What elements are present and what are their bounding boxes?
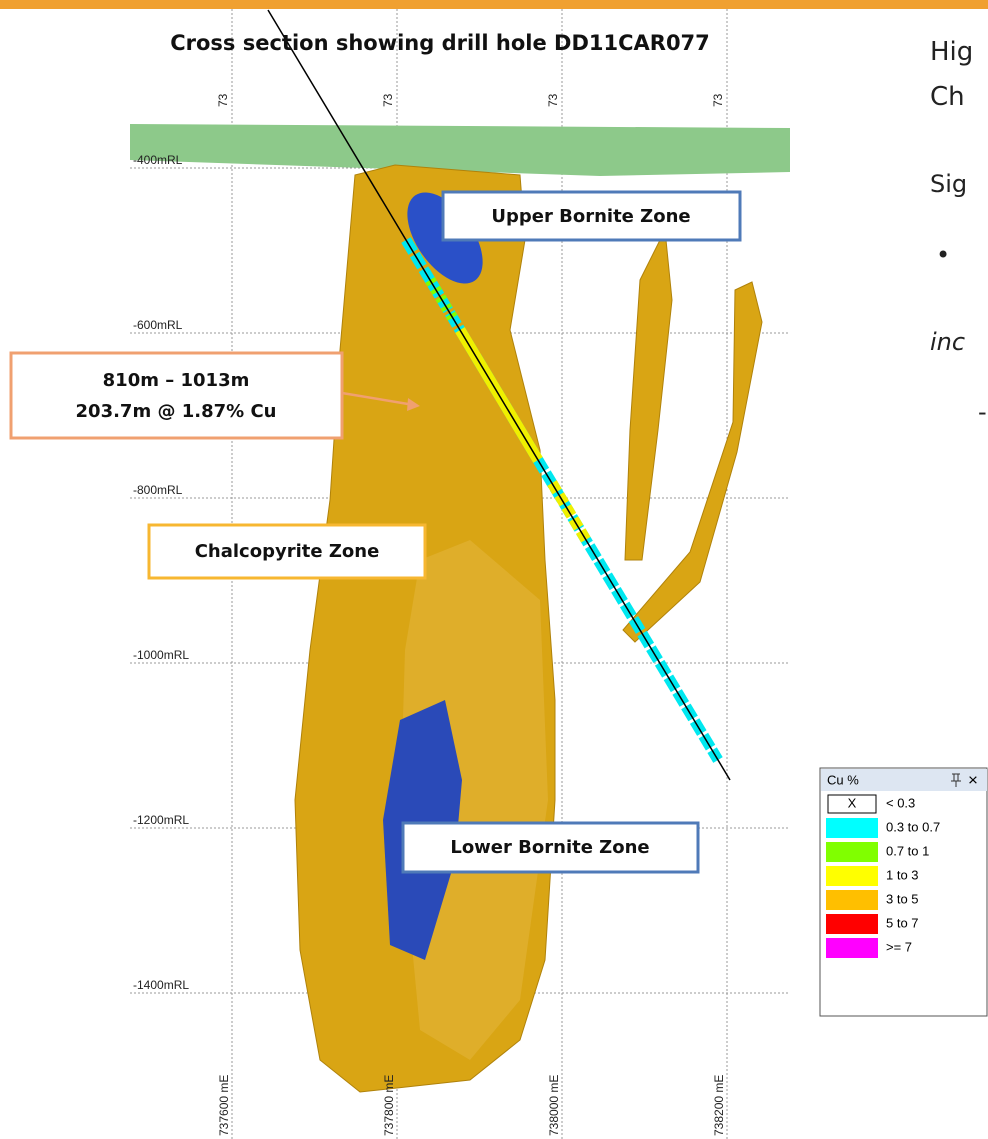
top-bar: [0, 0, 988, 9]
callout-label: 810m – 1013m: [103, 370, 250, 391]
callout-label: Upper Bornite Zone: [491, 206, 690, 227]
slide-text: Sig: [930, 170, 967, 198]
legend-swatch: [826, 914, 878, 934]
callout-box: [9, 351, 344, 440]
legend-panel: Cu % × X < 0.3 0.3 to 0.7 0.7 to 1 1 to 3 3 t…: [819, 767, 988, 1017]
legend-swatch: [826, 866, 878, 886]
rl-label: -1200mRL: [133, 813, 189, 827]
legend-label: 5 to 7: [886, 915, 919, 930]
slide-text: Hig: [930, 37, 973, 67]
slide-text: •: [936, 241, 950, 269]
top-label: 73: [381, 93, 395, 107]
legend-swatch: [826, 842, 878, 862]
legend-label: 0.3 to 0.7: [886, 819, 940, 834]
drill-hole-trace: [267, 9, 731, 781]
close-button[interactable]: ×: [968, 770, 978, 789]
legend-header: [821, 769, 987, 791]
rl-label: -800mRL: [133, 483, 183, 497]
arrow-head: [407, 398, 420, 411]
rl-label: -400mRL: [133, 153, 183, 167]
callout-box: [441, 190, 742, 242]
orebody-face: [400, 540, 548, 1060]
callout-label: Lower Bornite Zone: [450, 837, 649, 858]
top-label: 73: [216, 93, 230, 107]
top-label: 73: [546, 93, 560, 107]
legend-swatch-label: X: [848, 795, 857, 810]
legend-label: 0.7 to 1: [886, 843, 929, 858]
slide-text: -: [978, 398, 987, 426]
rl-label: -1000mRL: [133, 648, 189, 662]
legend-swatch: [827, 794, 877, 814]
legend-label: 3 to 5: [886, 891, 919, 906]
pin-icon[interactable]: [951, 773, 961, 787]
slide-text: inc: [930, 328, 965, 356]
easting-label: 738000 mE: [547, 1075, 561, 1136]
legend-title: Cu %: [827, 772, 859, 787]
easting-label: 738200 mE: [712, 1075, 726, 1136]
callout-box: [401, 821, 700, 874]
orebody-lobe: [622, 281, 763, 643]
section-title: Cross section showing drill hole DD11CAR…: [170, 31, 710, 55]
legend-swatch: [826, 938, 878, 958]
surface-layer: [130, 124, 790, 176]
callout-label: 203.7m @ 1.87% Cu: [76, 401, 277, 422]
easting-label: 737800 mE: [382, 1075, 396, 1136]
orebody-lobe: [624, 228, 673, 561]
callout-arrow: [341, 391, 415, 407]
legend-label: 1 to 3: [886, 867, 919, 882]
slide-text: Ch: [930, 82, 965, 112]
rl-label: -600mRL: [133, 318, 183, 332]
callout-box: [147, 523, 427, 580]
easting-label: 737600 mE: [217, 1075, 231, 1136]
legend-swatch: [826, 818, 878, 838]
legend-swatch: [826, 890, 878, 910]
legend-label: >= 7: [886, 939, 912, 954]
legend-label: < 0.3: [886, 795, 915, 810]
callout-label: Chalcopyrite Zone: [195, 541, 380, 562]
top-label: 73: [711, 93, 725, 107]
rl-label: -1400mRL: [133, 978, 189, 992]
